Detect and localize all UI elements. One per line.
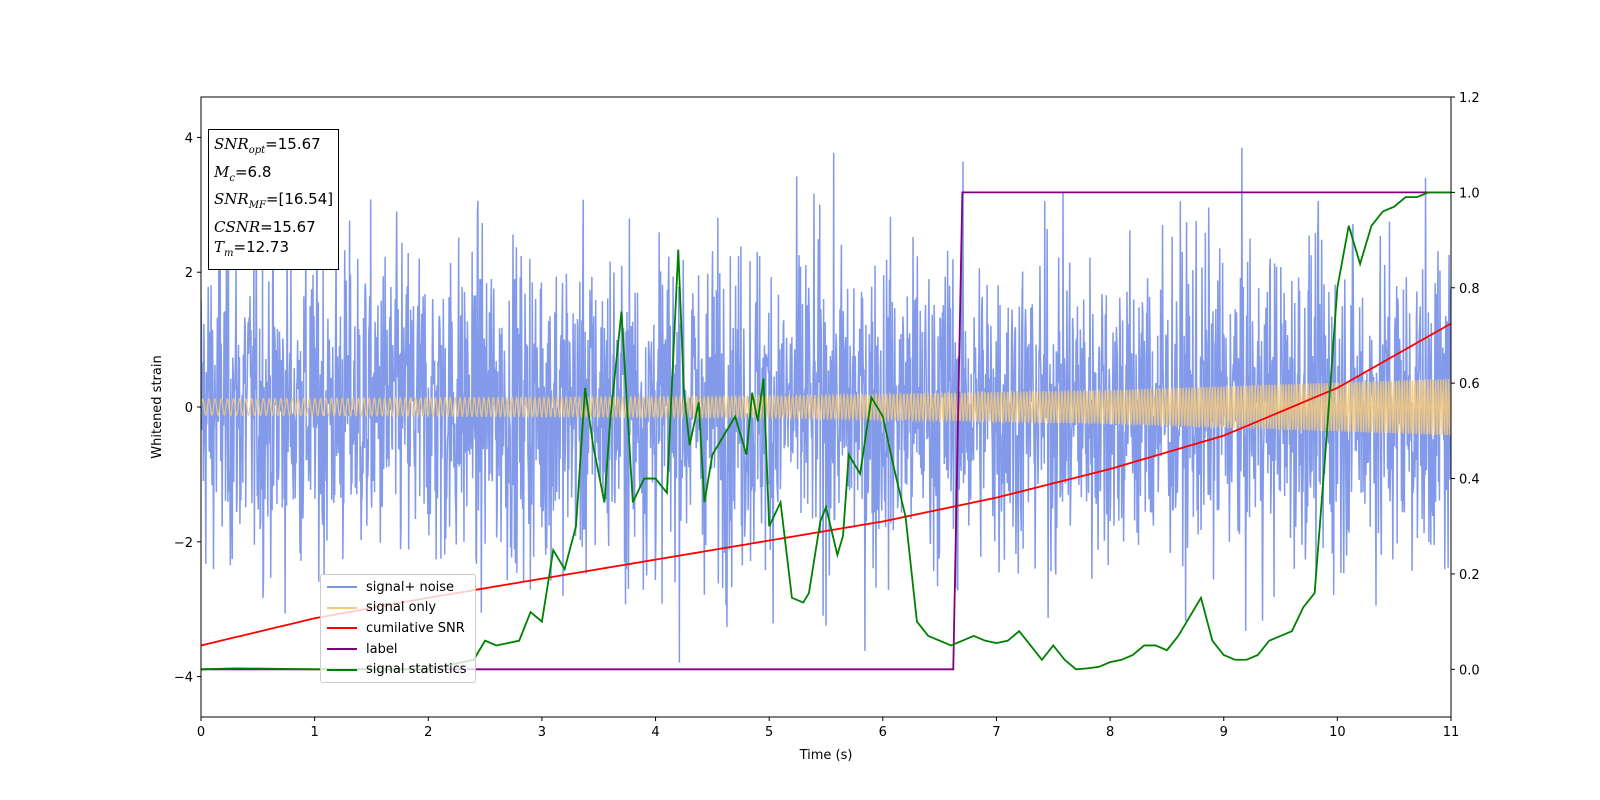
- y2-tick-label: 1.0: [1459, 186, 1480, 201]
- stats-annotation-box: SNRopt=15.67 Mc=6.8 SNRMF=[16.54] CSNR=1…: [208, 129, 340, 270]
- series-signal-statistics-line: [201, 191, 1451, 671]
- x-tick-label: 0: [197, 725, 205, 740]
- snr-mf-row: SNRMF=[16.54]: [214, 190, 334, 211]
- x-tick-label: 6: [879, 725, 887, 740]
- y2-tick-label: 1.2: [1459, 91, 1480, 106]
- legend-item-signal-statistics: signal statistics: [325, 659, 467, 680]
- legend-label: signal statistics: [366, 662, 467, 678]
- series-signal-only-line: [201, 377, 1451, 437]
- x-tick-label: 1: [310, 725, 318, 740]
- y2-tick-label: 0.2: [1459, 568, 1480, 583]
- legend-swatch: [327, 606, 357, 609]
- x-tick-label: 10: [1329, 725, 1346, 740]
- y-tick-label: 2: [185, 266, 193, 281]
- y-tick-label: 0: [185, 401, 193, 416]
- legend-swatch: [327, 668, 357, 671]
- csnr-value: 15.67: [272, 217, 316, 236]
- series-signal-noise-line: [201, 147, 1451, 663]
- legend: signal+ noise signal only cumilative SNR…: [320, 574, 476, 683]
- y-tick-label: −4: [174, 671, 193, 686]
- snr-mf-value: [16.54]: [278, 190, 334, 208]
- x-tick-label: 8: [1106, 725, 1114, 740]
- legend-label: label: [366, 641, 398, 657]
- snr-opt-value: 15.67: [277, 135, 321, 153]
- legend-label: cumilative SNR: [366, 620, 465, 636]
- mc-row: Mc=6.8: [214, 162, 272, 184]
- mc-value: 6.8: [247, 162, 272, 181]
- y2-tick-label: 0.8: [1459, 282, 1480, 297]
- x-tick-label: 3: [538, 725, 546, 740]
- axes: 0 1 2 3 4 5 6 7 8 9 10 11 4 2 0 −2 −4 1.2 1.0 0.8 0.6 0.4 0.2 0…: [174, 91, 1480, 740]
- y-axis-label: Whitened strain: [150, 355, 165, 458]
- y2-tick-label: 0.0: [1459, 663, 1480, 678]
- csnr-row: CSNR=15.67: [214, 217, 316, 236]
- y2-tick-label: 0.6: [1459, 377, 1480, 392]
- legend-label: signal only: [366, 600, 437, 616]
- y-tick-label: −2: [174, 536, 193, 551]
- y-tick-label: 4: [185, 131, 193, 146]
- legend-label: signal+ noise: [366, 579, 455, 595]
- x-tick-label: 7: [992, 725, 1000, 740]
- legend-swatch: [327, 586, 357, 589]
- legend-item-signal-noise: signal+ noise: [325, 577, 467, 598]
- legend-swatch: [327, 648, 357, 651]
- tm-row: Tm=12.73: [214, 238, 290, 259]
- x-axis-label: Time (s): [799, 748, 853, 763]
- series-label-line: [201, 191, 1451, 671]
- tm-value: 12.73: [246, 238, 290, 256]
- legend-item-label: label: [325, 639, 467, 660]
- x-tick-label: 4: [651, 725, 659, 740]
- legend-item-cumulative-snr: cumilative SNR: [325, 618, 467, 639]
- x-tick-label: 11: [1443, 725, 1460, 740]
- y2-tick-label: 0.4: [1459, 473, 1480, 488]
- snr-opt-row: SNRopt=15.67: [214, 135, 321, 156]
- x-tick-label: 5: [765, 725, 773, 740]
- legend-swatch: [327, 627, 357, 630]
- x-tick-label: 2: [424, 725, 432, 740]
- x-tick-label: 9: [1220, 725, 1228, 740]
- legend-item-signal-only: signal only: [325, 598, 467, 619]
